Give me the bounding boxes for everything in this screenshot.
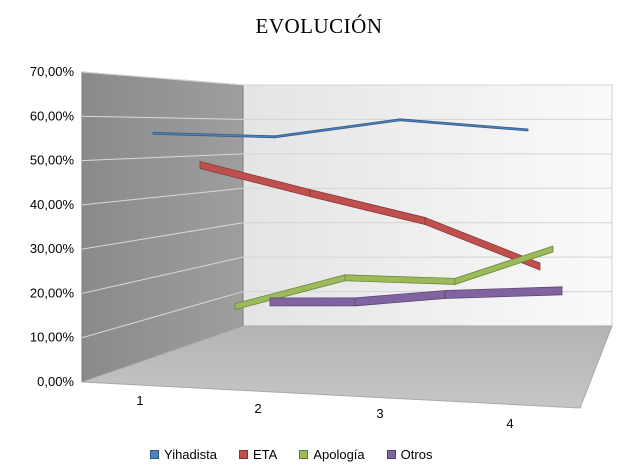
gridline-side (81, 256, 244, 294)
gridline-side (81, 71, 244, 86)
gridline-side (81, 153, 244, 162)
legend-item: ETA (239, 447, 277, 462)
gridline-side (81, 222, 244, 250)
y-tick-label: 10,00% (30, 330, 75, 345)
series-segment (454, 245, 554, 285)
legend-swatch (239, 449, 248, 459)
y-tick-label: 0,00% (37, 374, 74, 389)
x-tick-label: 1 (136, 393, 143, 408)
legend-label: ETA (253, 446, 278, 462)
chart-legend: Yihadista ETA Apología Otros (150, 444, 454, 464)
gridline-side (81, 291, 244, 339)
gridline-side (81, 115, 244, 120)
y-tick-label: 20,00% (30, 285, 75, 300)
series-segment (269, 297, 356, 307)
series-segment (399, 118, 529, 132)
legend-label: Apología (313, 446, 365, 462)
legend-item: Apología (299, 446, 365, 462)
y-tick-label: 30,00% (30, 241, 75, 256)
legend-item: Yihadista (150, 447, 217, 462)
legend-swatch (150, 449, 159, 459)
series-apologa (234, 245, 554, 311)
series-eta (199, 160, 541, 271)
legend-swatch (299, 449, 309, 459)
x-tick-label: 2 (254, 401, 261, 416)
chart-title: EVOLUCIÓN (255, 14, 383, 38)
x-tick-label: 4 (506, 416, 513, 431)
series-otros (269, 286, 563, 307)
y-tick-label: 50,00% (30, 153, 75, 168)
legend-swatch (386, 449, 396, 459)
gridline-side (81, 187, 244, 206)
floor (81, 325, 613, 409)
series-segment (424, 216, 541, 271)
legend-label: Otros (400, 446, 433, 462)
legend-item: Otros (386, 446, 433, 462)
y-tick-label: 70,00% (30, 64, 75, 79)
series-yihadista (152, 118, 529, 139)
x-tick-label: 3 (376, 406, 383, 421)
y-tick-label: 60,00% (30, 108, 75, 123)
legend-label: Yihadista (164, 446, 217, 462)
series-segment (444, 286, 563, 299)
y-tick-label: 40,00% (30, 197, 75, 212)
